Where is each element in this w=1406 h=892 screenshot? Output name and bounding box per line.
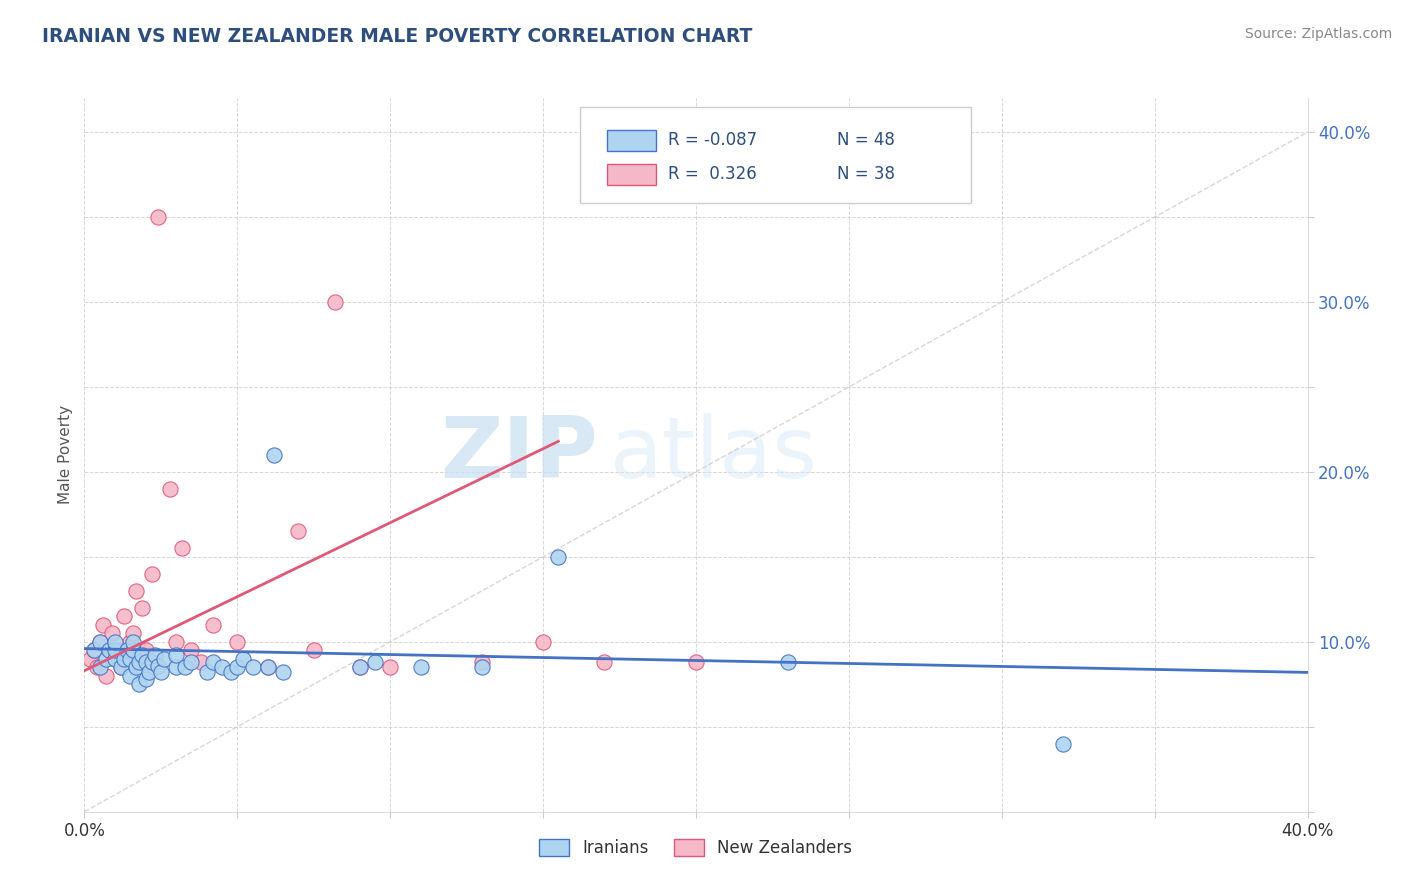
Point (149, 665, 172, 680)
Point (172, 541, 194, 556)
Point (112, 652, 135, 666)
Point (104, 635, 127, 649)
Point (180, 643, 202, 657)
Point (174, 660, 197, 674)
Text: atlas: atlas (610, 413, 818, 497)
Point (131, 600, 153, 615)
Point (323, 295, 346, 310)
Point (302, 643, 325, 657)
Point (97, 643, 120, 657)
Point (257, 660, 280, 674)
Point (104, 652, 127, 666)
Point (211, 660, 233, 674)
Point (593, 655, 616, 669)
Point (190, 655, 212, 669)
Point (91, 617, 114, 632)
Point (146, 658, 169, 673)
Point (143, 648, 166, 663)
Point (141, 566, 163, 581)
Point (165, 648, 187, 663)
Point (165, 635, 187, 649)
Point (153, 652, 176, 666)
Text: N = 38: N = 38 (837, 166, 894, 184)
Point (263, 448, 285, 462)
Text: Source: ZipAtlas.com: Source: ZipAtlas.com (1244, 27, 1392, 41)
Point (135, 643, 157, 657)
Point (776, 655, 799, 669)
FancyBboxPatch shape (606, 129, 655, 151)
Point (125, 660, 148, 674)
Point (83, 643, 105, 657)
Point (128, 677, 150, 691)
Point (135, 672, 157, 686)
Point (89, 635, 111, 649)
Text: N = 48: N = 48 (837, 131, 894, 149)
Point (380, 660, 402, 674)
Point (125, 583, 148, 598)
Point (349, 660, 371, 674)
Point (120, 635, 142, 649)
Point (226, 660, 249, 674)
Point (89, 660, 111, 674)
Point (86, 660, 108, 674)
Point (257, 660, 280, 674)
Point (112, 609, 135, 624)
Point (287, 524, 309, 539)
Point (201, 617, 224, 632)
Point (195, 665, 218, 680)
Point (110, 660, 132, 674)
Point (122, 643, 145, 657)
Point (232, 652, 254, 666)
Text: R = -0.087: R = -0.087 (668, 131, 756, 149)
Point (180, 655, 202, 669)
Point (104, 652, 127, 666)
Point (89, 635, 111, 649)
Point (120, 652, 142, 666)
Y-axis label: Male Poverty: Male Poverty (58, 405, 73, 505)
Point (128, 655, 150, 669)
Point (271, 665, 294, 680)
Point (104, 643, 127, 657)
Point (94, 669, 117, 683)
Point (409, 660, 432, 674)
Point (122, 626, 145, 640)
Point (471, 655, 494, 669)
Point (165, 660, 187, 674)
Point (97, 643, 120, 657)
Point (471, 660, 494, 674)
Point (547, 549, 569, 564)
Point (115, 652, 138, 666)
Text: ZIP: ZIP (440, 413, 598, 497)
Point (685, 655, 707, 669)
Point (349, 660, 371, 674)
FancyBboxPatch shape (579, 107, 972, 203)
Point (159, 482, 181, 496)
Point (122, 635, 145, 649)
Point (115, 643, 138, 657)
Point (110, 660, 132, 674)
Point (219, 665, 242, 680)
Point (242, 660, 264, 674)
Point (141, 655, 163, 669)
Point (94, 652, 117, 666)
Point (128, 643, 150, 657)
Legend: Iranians, New Zealanders: Iranians, New Zealanders (533, 832, 859, 864)
Point (79, 652, 101, 666)
Point (364, 655, 387, 669)
Point (138, 665, 160, 680)
Point (135, 655, 157, 669)
Point (1052, 737, 1074, 751)
Point (107, 643, 129, 657)
Point (120, 669, 142, 683)
FancyBboxPatch shape (606, 164, 655, 186)
Point (201, 655, 224, 669)
Point (131, 648, 153, 663)
Point (101, 626, 124, 640)
Point (146, 210, 169, 224)
Point (226, 635, 249, 649)
Text: R =  0.326: R = 0.326 (668, 166, 756, 184)
Point (83, 643, 105, 657)
Text: IRANIAN VS NEW ZEALANDER MALE POVERTY CORRELATION CHART: IRANIAN VS NEW ZEALANDER MALE POVERTY CO… (42, 27, 752, 45)
Point (531, 635, 554, 649)
